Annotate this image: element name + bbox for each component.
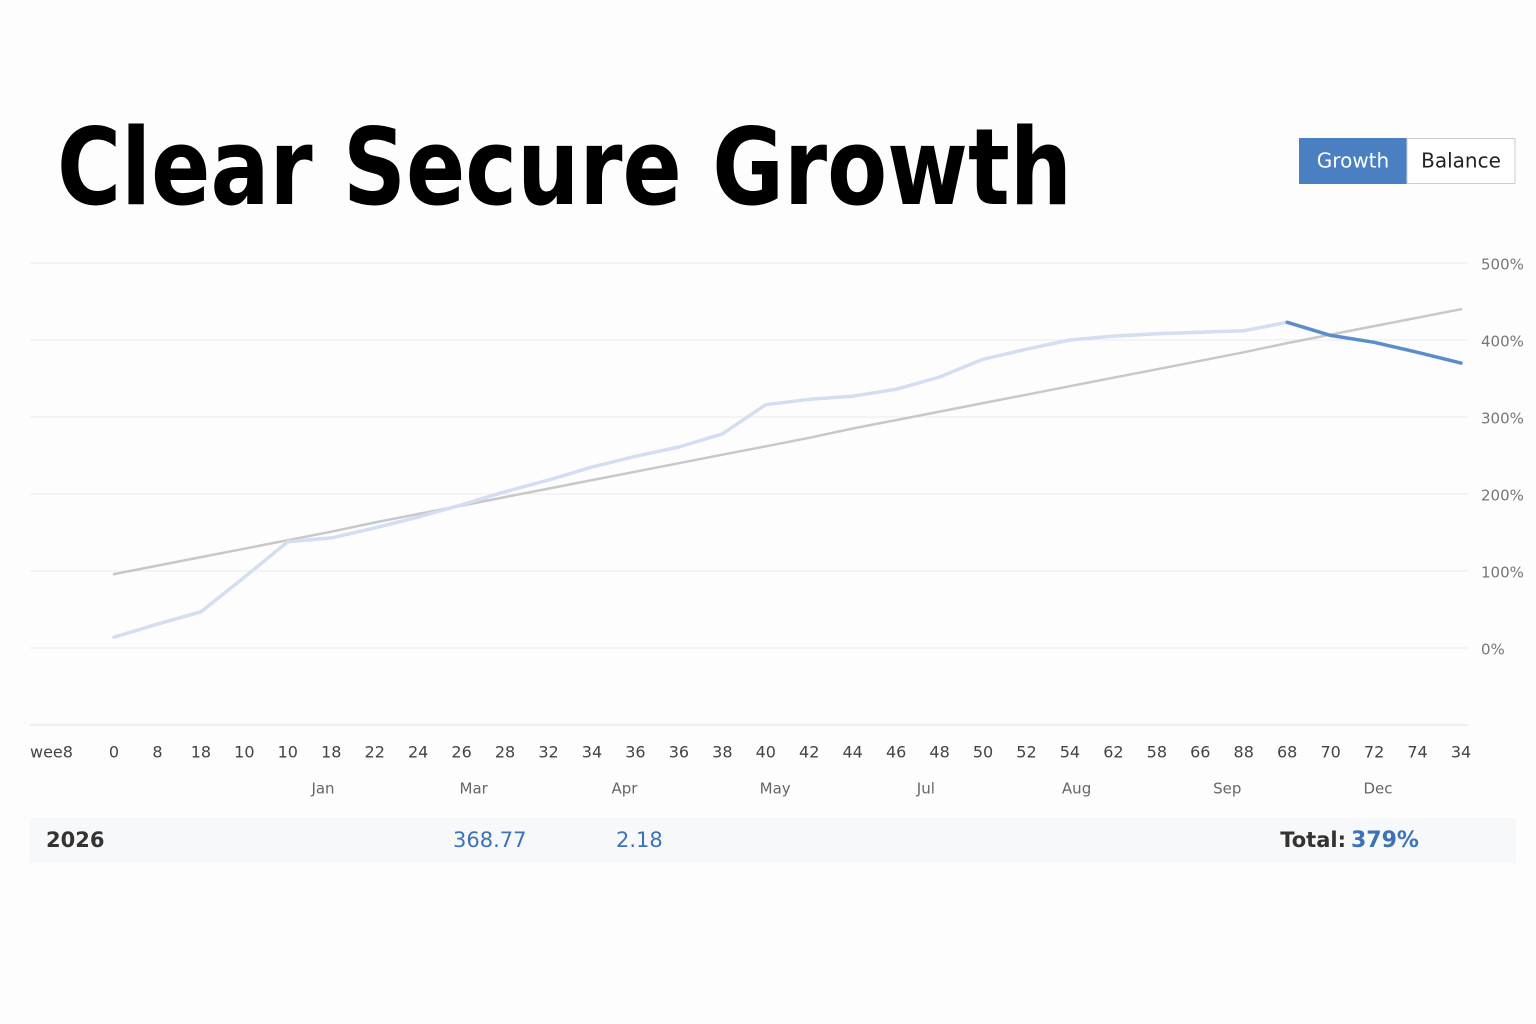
x-tick-label: 72 xyxy=(1364,743,1384,762)
toggle-growth[interactable]: Growth xyxy=(1299,138,1407,184)
x-tick-label: 38 xyxy=(712,743,732,762)
data-line xyxy=(112,307,1463,576)
x-tick-label: 24 xyxy=(408,743,428,762)
x-tick-label: 66 xyxy=(1190,743,1210,762)
button-label: Growth xyxy=(1317,149,1389,173)
y-tick-label: 400% xyxy=(1481,333,1524,351)
x-tick-label: 36 xyxy=(669,743,689,762)
x-tick-label: 52 xyxy=(1016,743,1036,762)
button-label: Balance xyxy=(1421,149,1501,173)
y-tick-label: 200% xyxy=(1481,487,1524,505)
x-tick-label: 70 xyxy=(1320,743,1340,762)
month-label: May xyxy=(760,780,791,798)
x-tick-label: 58 xyxy=(1147,743,1167,762)
x-tick-label: 40 xyxy=(756,743,776,762)
x-tick-label: 48 xyxy=(929,743,949,762)
x-tick-label: 0 xyxy=(109,743,119,762)
x-tick-label: 34 xyxy=(1451,743,1471,762)
x-tick-label: 28 xyxy=(495,743,515,762)
x-tick-label: 18 xyxy=(321,743,341,762)
toggle-balance[interactable]: Balance xyxy=(1406,138,1516,184)
x-tick-label: 36 xyxy=(625,743,645,762)
month-label: Dec xyxy=(1363,780,1392,798)
x-axis-label: wee8 xyxy=(30,743,73,762)
x-tick-label: 74 xyxy=(1407,743,1427,762)
x-tick-label: 10 xyxy=(278,743,298,762)
x-tick-label: 46 xyxy=(886,743,906,762)
y-tick-label: 100% xyxy=(1481,564,1524,582)
x-tick-label: 88 xyxy=(1234,743,1254,762)
y-tick-label: 500% xyxy=(1481,256,1524,274)
x-tick-label: 50 xyxy=(973,743,993,762)
x-tick-label: 22 xyxy=(365,743,385,762)
month-label: Apr xyxy=(611,780,638,798)
x-tick-label: 8 xyxy=(152,743,162,762)
x-tick-label: 18 xyxy=(191,743,211,762)
x-tick-label: 26 xyxy=(451,743,471,762)
x-tick-label: 44 xyxy=(842,743,862,762)
x-tick-label: 62 xyxy=(1103,743,1123,762)
footer-value: 2.18 xyxy=(616,828,663,852)
month-label: Mar xyxy=(460,780,489,798)
x-tick-label: 10 xyxy=(234,743,254,762)
data-line xyxy=(1285,320,1463,365)
footer-row xyxy=(30,818,1516,863)
x-tick-label: 32 xyxy=(538,743,558,762)
button-bg xyxy=(1406,138,1516,184)
y-tick-label: 0% xyxy=(1481,641,1505,659)
footer-total-value: 379% xyxy=(1351,828,1419,853)
footer-value: 368.77 xyxy=(453,828,526,852)
y-tick-label: 300% xyxy=(1481,410,1524,428)
footer-total-label: Total: xyxy=(1280,828,1346,852)
x-tick-label: 34 xyxy=(582,743,602,762)
footer-year: 2026 xyxy=(46,828,104,852)
month-label: Aug xyxy=(1062,780,1091,798)
title: Clear Secure Growth xyxy=(57,106,1072,229)
data-line xyxy=(112,320,1289,639)
month-label: Sep xyxy=(1213,780,1241,798)
button-bg xyxy=(1299,138,1407,184)
x-tick-label: 54 xyxy=(1060,743,1080,762)
month-label: Jul xyxy=(916,780,935,798)
x-tick-label: 42 xyxy=(799,743,819,762)
month-label: Jan xyxy=(310,780,334,798)
x-tick-label: 68 xyxy=(1277,743,1297,762)
